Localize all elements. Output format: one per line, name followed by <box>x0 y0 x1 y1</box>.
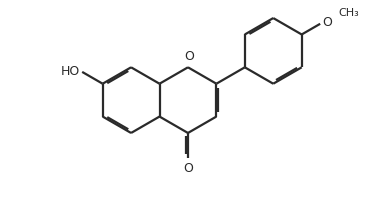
Text: O: O <box>185 50 195 63</box>
Text: HO: HO <box>61 65 80 78</box>
Text: CH₃: CH₃ <box>338 8 359 19</box>
Text: O: O <box>322 16 332 29</box>
Text: O: O <box>183 162 193 175</box>
